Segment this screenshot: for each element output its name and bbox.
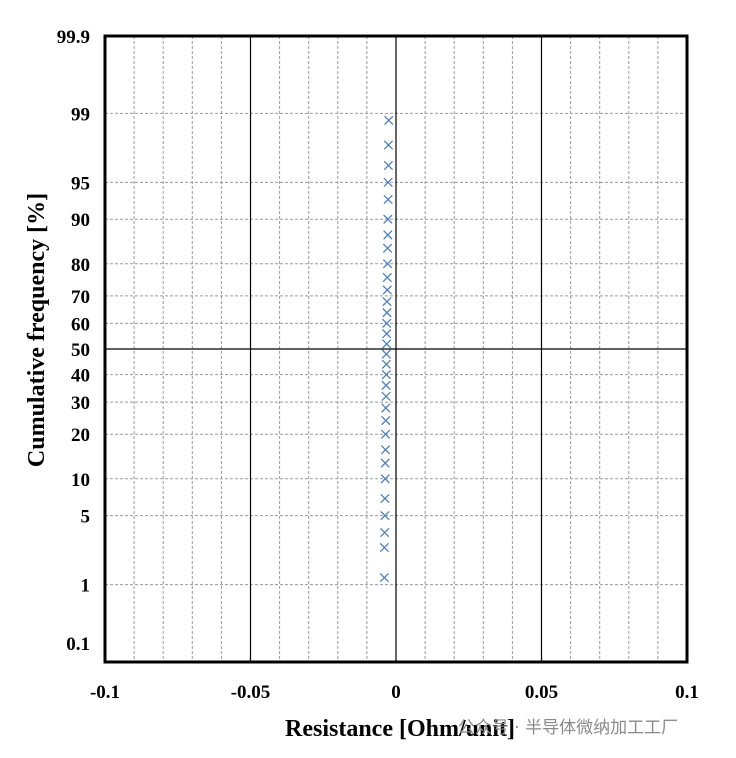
y-tick-label: 99.9 bbox=[57, 27, 90, 48]
data-point bbox=[383, 230, 393, 240]
data-point bbox=[380, 458, 390, 468]
y-tick-label: 10 bbox=[71, 470, 90, 491]
data-point bbox=[381, 359, 392, 369]
data-point bbox=[382, 318, 392, 328]
y-tick-label: 40 bbox=[71, 366, 90, 387]
data-point bbox=[380, 429, 391, 439]
data-point bbox=[383, 177, 393, 188]
data-point bbox=[379, 527, 390, 538]
data-point bbox=[381, 370, 392, 380]
data-point bbox=[383, 214, 393, 224]
data-point bbox=[382, 329, 392, 339]
data-point bbox=[382, 308, 392, 318]
data-point bbox=[383, 160, 394, 171]
y-tick-label: 0.1 bbox=[66, 634, 90, 655]
data-point bbox=[383, 194, 393, 205]
y-tick-label: 5 bbox=[81, 507, 91, 528]
x-axis-title: Resistance [Ohm/unit] bbox=[285, 716, 515, 742]
data-point bbox=[382, 259, 393, 269]
data-point bbox=[381, 403, 391, 413]
major-gridlines bbox=[105, 36, 687, 662]
data-point bbox=[380, 510, 390, 521]
x-tick-label: 0.05 bbox=[525, 682, 558, 703]
data-point bbox=[381, 380, 391, 390]
x-tick-label: -0.05 bbox=[231, 682, 271, 703]
data-point bbox=[382, 243, 393, 253]
x-tick-labels: -0.1 -0.05 0 0.05 0.1 bbox=[90, 682, 699, 703]
y-axis-title: Cumulative frequency [%] bbox=[24, 193, 50, 467]
plot-frame bbox=[103, 34, 689, 664]
y-tick-label: 80 bbox=[71, 255, 90, 276]
y-tick-label: 1 bbox=[81, 576, 91, 597]
y-tick-label: 95 bbox=[71, 173, 90, 194]
y-tick-label: 90 bbox=[71, 210, 90, 231]
data-series bbox=[379, 115, 394, 583]
y-tick-label: 60 bbox=[71, 314, 90, 335]
data-point bbox=[381, 391, 391, 402]
watermark-text: 公众号 · 半导体微纳加工工厂 bbox=[458, 718, 678, 738]
y-tick-labels: 0.1 1 5 10 20 30 40 50 60 70 80 90 95 99 99.9 bbox=[57, 27, 90, 655]
y-tick-label: 70 bbox=[71, 287, 90, 308]
data-point bbox=[384, 115, 394, 126]
x-tick-label: 0 bbox=[391, 682, 401, 703]
data-point bbox=[382, 285, 392, 295]
y-tick-label: 50 bbox=[71, 340, 90, 361]
data-point bbox=[380, 474, 390, 484]
data-point bbox=[380, 445, 391, 455]
data-point bbox=[382, 339, 392, 349]
data-point bbox=[381, 415, 391, 426]
data-point bbox=[379, 572, 390, 583]
y-tick-label: 30 bbox=[71, 393, 90, 414]
y-tick-label: 20 bbox=[71, 425, 90, 446]
x-tick-label: -0.1 bbox=[90, 682, 120, 703]
data-point bbox=[380, 493, 390, 504]
data-point bbox=[381, 349, 392, 359]
x-tick-label: 0.1 bbox=[675, 682, 699, 703]
data-point bbox=[383, 140, 394, 150]
data-point bbox=[382, 272, 392, 283]
data-point bbox=[379, 542, 390, 553]
y-tick-label: 99 bbox=[71, 104, 90, 125]
data-point bbox=[382, 296, 392, 307]
